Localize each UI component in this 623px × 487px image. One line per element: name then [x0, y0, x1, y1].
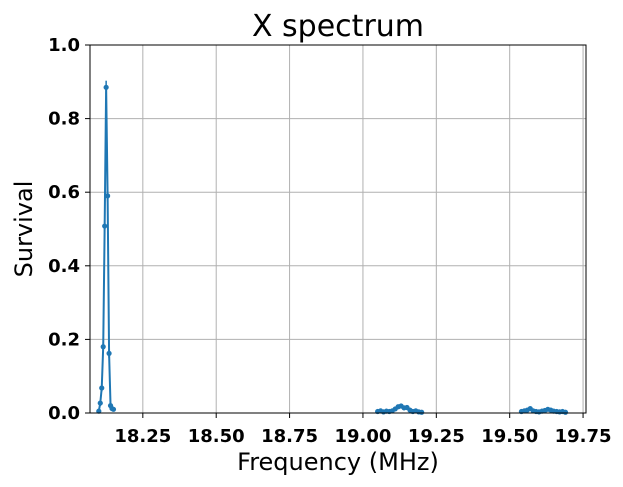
series-layer — [96, 80, 569, 415]
data-point — [419, 409, 425, 415]
y-axis-label: Survival — [10, 181, 38, 278]
x-axis-label: Frequency (MHz) — [237, 448, 439, 476]
x-tick-label: 18.75 — [261, 426, 318, 447]
data-point — [106, 350, 112, 356]
data-point — [97, 400, 103, 406]
x-tick-label: 19.00 — [334, 426, 391, 447]
series-line — [97, 87, 114, 412]
grid — [90, 44, 586, 414]
x-tick-label: 19.50 — [481, 426, 538, 447]
y-tick-label: 0.0 — [48, 403, 80, 424]
y-tick-label: 1.0 — [48, 35, 80, 56]
data-point — [110, 406, 117, 412]
data-point — [100, 344, 106, 350]
axes — [89, 44, 587, 414]
x-tick-label: 19.75 — [555, 426, 612, 447]
y-tick-label: 0.8 — [48, 109, 80, 130]
data-point — [562, 409, 569, 415]
y-tick-label: 0.2 — [48, 329, 80, 350]
data-point — [103, 84, 109, 90]
y-tick-label: 0.4 — [48, 256, 80, 277]
data-point — [102, 223, 108, 229]
x-tick-label: 18.25 — [114, 426, 171, 447]
data-point — [99, 385, 105, 391]
ticks: 18.25 18.50 18.75 19.00 19.25 19.50 19.75 0.0 0.… — [48, 35, 611, 447]
data-point — [105, 193, 111, 199]
x-tick-label: 19.25 — [408, 426, 465, 447]
y-tick-label: 0.6 — [48, 182, 80, 203]
plot-frame — [89, 44, 587, 414]
series-peak-18.13 — [96, 80, 117, 414]
x-tick-label: 18.50 — [188, 426, 245, 447]
series-peak-19.62 — [518, 405, 569, 415]
chart-title: X spectrum — [252, 9, 424, 44]
data-point — [96, 408, 102, 414]
